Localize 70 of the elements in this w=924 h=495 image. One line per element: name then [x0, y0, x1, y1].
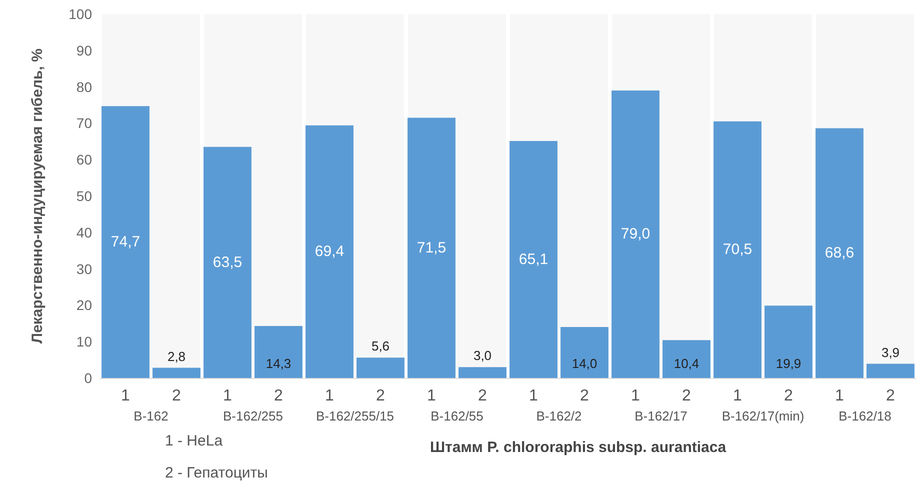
bar [510, 141, 558, 378]
y-tick-label: 30 [76, 260, 92, 277]
bar [254, 326, 302, 378]
data-label: 74,7 [110, 234, 140, 251]
text: B-162/255/15 [316, 408, 394, 424]
bar [356, 358, 404, 378]
data-label: 65,1 [518, 251, 548, 268]
bar [866, 364, 914, 378]
text: B-162/55 [430, 408, 484, 424]
bar [152, 368, 200, 378]
y-tick-label: 10 [76, 334, 92, 350]
x-tick-label: 1 [529, 388, 538, 404]
x-tick-label: 1 [325, 388, 334, 404]
bar [764, 306, 812, 378]
bar [714, 121, 762, 378]
data-label: 14,0 [572, 356, 598, 371]
x-tick-label: 2 [478, 388, 488, 404]
text: B-162/18 [838, 408, 892, 424]
y-tick-label: 60 [76, 152, 92, 168]
text: B-162/2 [536, 408, 582, 424]
bar [816, 128, 864, 378]
data-label: 19,9 [776, 356, 802, 371]
x-tick-label: 2 [172, 388, 182, 404]
bar [408, 118, 456, 378]
data-label: 5,6 [371, 338, 390, 354]
x-tick-label: 1 [733, 388, 742, 404]
x-tick-label: 2 [580, 388, 590, 404]
bar [102, 106, 150, 378]
y-tick-label: 90 [76, 42, 92, 58]
x-tick-label: 2 [274, 388, 284, 404]
x-tick-label: 1 [427, 388, 436, 404]
text: 2 - Гепатоциты [165, 464, 268, 482]
x-tick-label: 1 [121, 388, 130, 404]
x-tick-label: 1 [835, 388, 844, 404]
text: B-162/17 [634, 408, 688, 424]
data-label: 63,5 [212, 254, 242, 271]
text: B-162/255 [223, 408, 283, 424]
text: 1 - HeLa [165, 432, 224, 450]
data-label: 70,5 [722, 241, 752, 258]
bar [560, 327, 608, 378]
x-tick-label: 2 [784, 388, 794, 404]
data-label: 14,3 [266, 356, 292, 371]
x-tick-label: 2 [376, 388, 386, 404]
data-label: 3,0 [473, 348, 492, 364]
x-tick-label: 2 [886, 388, 896, 404]
x-tick-label: 2 [682, 388, 692, 404]
bar [204, 146, 252, 378]
y-axis-title: Лекарственно-индуцируемая гибель, % [29, 48, 46, 344]
bar [306, 125, 354, 378]
bar [458, 367, 506, 378]
y-tick-label: 70 [76, 115, 92, 132]
data-label: 2,8 [167, 348, 186, 364]
data-label: 68,6 [824, 244, 854, 262]
x-tick-label: 1 [631, 388, 640, 404]
data-label: 69,4 [314, 243, 344, 260]
y-tick-label: 20 [76, 297, 92, 314]
data-label: 3,9 [881, 344, 900, 360]
data-label: 10,4 [674, 356, 700, 371]
y-tick-label: 40 [76, 224, 92, 240]
x-axis-title: Штамм P. chlororaphis subsp. aurantiaca [430, 439, 727, 456]
text: B-162 [134, 408, 168, 424]
bar [662, 340, 710, 378]
x-tick-label: 1 [223, 388, 232, 404]
y-tick-label: 100 [68, 6, 92, 22]
data-label: 79,0 [620, 226, 650, 243]
y-tick-label: 80 [76, 78, 92, 95]
y-tick-label: 50 [76, 188, 92, 204]
text: B-162/17(min) [722, 408, 804, 424]
data-label: 71,5 [416, 239, 446, 256]
y-tick-label: 0 [84, 370, 92, 386]
